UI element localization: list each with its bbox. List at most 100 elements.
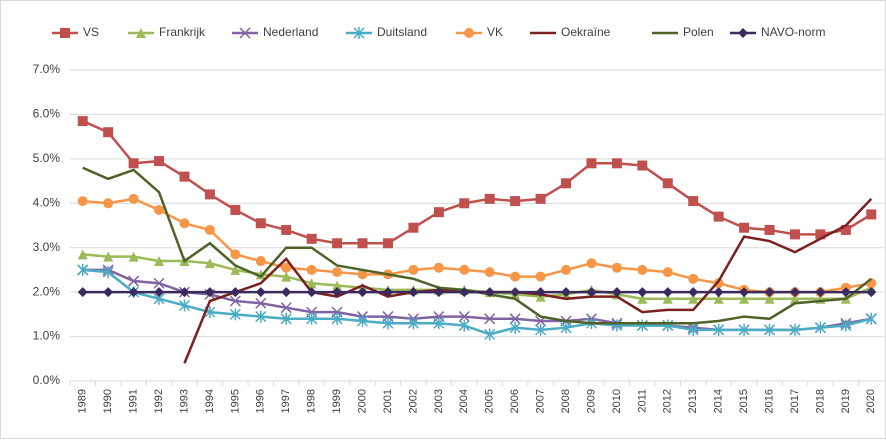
marker [332,238,343,249]
marker [611,287,622,298]
marker [510,271,521,282]
legend-label: Frankrijk [159,25,206,39]
marker [433,287,444,298]
marker [535,323,547,336]
marker [713,323,725,336]
x-tick-label: 1992 [153,389,165,413]
marker [688,287,699,298]
marker [739,222,750,233]
x-tick-label: 1996 [255,389,267,413]
marker [688,293,699,304]
x-tick-label: 2012 [662,389,674,413]
marker [179,218,190,229]
marker [280,302,292,314]
marker [77,263,89,276]
marker [866,287,877,298]
x-tick-label: 1998 [306,389,318,413]
legend-label: Nederland [263,25,318,39]
legend-marker [60,28,70,38]
marker [332,280,343,291]
marker [306,264,317,275]
marker [866,209,877,220]
marker [154,156,165,167]
marker [560,321,572,334]
marker [103,287,114,298]
marker [561,287,572,298]
marker [77,196,88,207]
x-tick-label: 2007 [535,389,547,413]
marker [662,293,673,304]
marker [815,287,826,298]
marker [306,287,317,298]
x-tick-label: 2013 [687,389,699,413]
marker [229,308,241,321]
x-tick-label: 2005 [484,389,496,413]
marker [688,273,699,284]
y-tick-label: 6.0% [33,107,61,121]
marker [332,287,343,298]
marker [77,249,88,260]
marker [764,293,775,304]
marker [204,287,215,298]
y-tick-label: 0.0% [33,373,61,387]
marker [408,222,419,233]
marker [255,297,267,309]
marker [153,277,165,289]
marker [128,275,140,287]
legend-marker [464,28,474,38]
marker [865,312,877,325]
legend-label: NAVO-norm [761,25,825,39]
marker [154,256,165,267]
marker [662,287,673,298]
marker [713,211,724,222]
marker [281,224,292,235]
marker [230,249,241,260]
marker [128,287,139,298]
marker [510,196,521,207]
marker [179,287,190,298]
x-tick-label: 2020 [865,389,877,413]
x-tick-label: 1997 [280,389,292,413]
x-tick-label: 1994 [204,389,216,413]
marker [484,193,495,204]
marker [77,287,88,298]
marker [408,264,419,275]
marker [306,233,317,244]
marker [789,229,800,240]
marker [738,323,750,336]
marker [789,287,800,298]
marker [306,312,318,325]
marker [662,178,673,189]
legend-marker [136,28,146,38]
marker [357,269,368,280]
marker [586,287,597,298]
marker [459,264,470,275]
x-tick-label: 2019 [840,389,852,413]
marker [509,321,521,334]
marker [204,224,215,235]
marker [230,204,241,215]
marker [280,312,292,325]
marker [230,264,241,275]
marker [535,193,546,204]
marker [408,287,419,298]
marker [764,224,775,235]
marker [789,293,800,304]
legend-marker [738,28,748,38]
marker [229,295,241,307]
marker [611,262,622,273]
marker [637,287,648,298]
x-tick-label: 2018 [814,389,826,413]
marker [713,287,724,298]
marker [204,258,215,269]
marker [688,196,699,207]
x-tick-label: 2001 [382,389,394,413]
marker [764,323,776,336]
marker [662,267,673,278]
x-tick-label: 2004 [458,389,470,413]
marker [281,262,292,273]
x-tick-label: 2008 [560,389,572,413]
marker [637,293,648,304]
marker [433,317,445,330]
legend-marker [353,27,365,39]
